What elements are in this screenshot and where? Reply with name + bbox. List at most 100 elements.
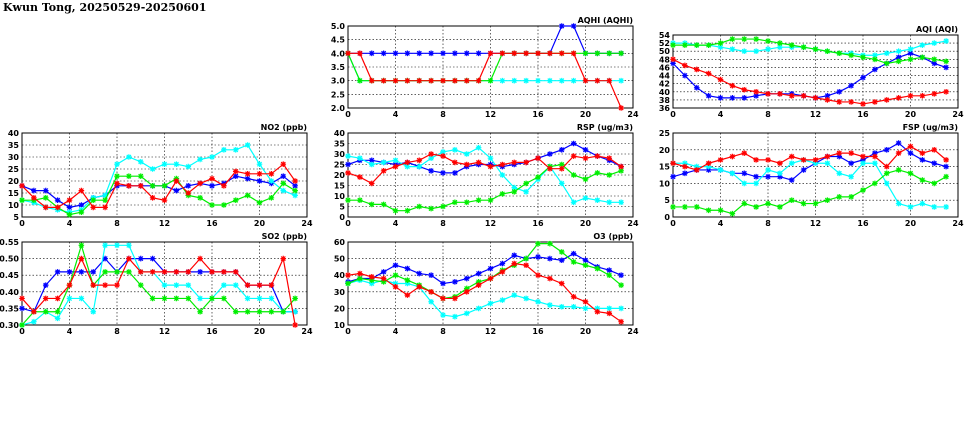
data-point	[618, 318, 624, 325]
data-point	[670, 173, 676, 180]
chart-title: NO2 (ppb)	[261, 123, 307, 132]
data-point	[907, 170, 914, 177]
data-point	[244, 175, 251, 182]
page-title: Kwun Tong, 20250529-20250601	[3, 1, 207, 14]
data-point	[594, 305, 601, 312]
y-tick-label: 36	[659, 104, 671, 113]
data-point	[523, 262, 529, 269]
data-point	[523, 50, 529, 57]
data-point	[943, 88, 949, 95]
data-point	[452, 50, 458, 57]
y-tick-label: 40	[334, 271, 346, 280]
data-point	[19, 295, 25, 302]
y-tick-label: 3.5	[331, 63, 346, 72]
data-point	[404, 292, 411, 298]
y-tick-label: 0.50	[0, 255, 19, 264]
series-line	[21, 144, 296, 213]
data-point	[693, 66, 700, 73]
x-tick-label: 8	[765, 219, 771, 228]
data-point	[872, 160, 878, 167]
data-point	[392, 157, 399, 164]
y-tick-label: 2.5	[331, 90, 346, 99]
data-point	[523, 295, 529, 302]
data-point	[102, 242, 108, 249]
data-point	[535, 174, 541, 180]
data-point	[232, 147, 239, 153]
data-point	[741, 86, 748, 93]
data-point	[197, 308, 203, 315]
data-point	[741, 170, 748, 177]
series-3	[19, 255, 298, 328]
y-tick-label: 42	[659, 80, 670, 89]
data-point	[392, 262, 399, 269]
data-point	[452, 159, 458, 166]
data-point	[777, 170, 783, 177]
data-point	[345, 161, 351, 168]
data-point	[487, 300, 494, 307]
data-point	[209, 295, 215, 302]
data-point	[280, 180, 287, 187]
data-point	[102, 197, 108, 203]
data-point	[404, 77, 411, 84]
data-point	[931, 40, 938, 46]
data-point	[919, 150, 926, 156]
data-point	[753, 36, 759, 42]
data-point	[848, 173, 854, 180]
y-tick-label: 20	[334, 304, 346, 313]
data-point	[221, 202, 227, 208]
data-point	[54, 308, 61, 315]
data-point	[161, 269, 168, 275]
data-point	[618, 282, 624, 288]
data-point	[883, 97, 890, 103]
data-point	[824, 160, 831, 167]
data-point	[416, 157, 423, 164]
y-tick-label: 0.30	[0, 321, 19, 330]
data-point	[280, 308, 287, 315]
data-point	[872, 56, 878, 63]
data-point	[558, 257, 565, 264]
data-point	[102, 204, 108, 211]
data-point	[137, 255, 144, 262]
data-point	[463, 50, 470, 57]
data-point	[931, 56, 938, 63]
data-point	[209, 202, 215, 208]
data-point	[197, 269, 203, 275]
x-tick-label: 16	[857, 219, 869, 228]
chart-title: RSP (ug/m3)	[577, 123, 633, 132]
data-point	[618, 163, 624, 170]
data-point	[102, 282, 108, 288]
data-point	[883, 170, 890, 177]
data-point	[682, 62, 688, 69]
chart-aqhi: 0 4 8 12 16 20 24 2.0 2.5 3.0 3.5 4.0 4.5 5.0 AQHI (AQ…	[331, 16, 639, 119]
data-point	[570, 153, 577, 159]
data-point	[78, 295, 85, 302]
data-point	[368, 161, 375, 168]
data-point	[582, 176, 589, 182]
data-point	[149, 166, 156, 172]
x-tick-label: 16	[206, 219, 218, 228]
x-tick-label: 24	[952, 110, 964, 119]
y-tick-label: 15	[334, 182, 346, 191]
data-point	[42, 204, 49, 211]
data-point	[499, 77, 506, 84]
x-tick-label: 24	[301, 219, 313, 228]
y-tick-label: 3.0	[331, 77, 346, 86]
data-point	[440, 153, 446, 159]
series-line	[347, 153, 622, 185]
plot-frame	[21, 132, 308, 218]
data-point	[173, 295, 180, 302]
data-point	[404, 265, 411, 272]
data-point	[66, 211, 73, 218]
data-point	[221, 269, 227, 275]
data-point	[31, 195, 37, 201]
data-point	[765, 46, 771, 52]
data-point	[126, 242, 132, 249]
series-2	[670, 167, 949, 217]
data-point	[907, 46, 914, 52]
data-point	[197, 255, 203, 262]
data-point	[42, 187, 49, 194]
data-point	[66, 204, 73, 211]
x-tick-label: 24	[627, 327, 639, 336]
data-point	[126, 255, 132, 262]
